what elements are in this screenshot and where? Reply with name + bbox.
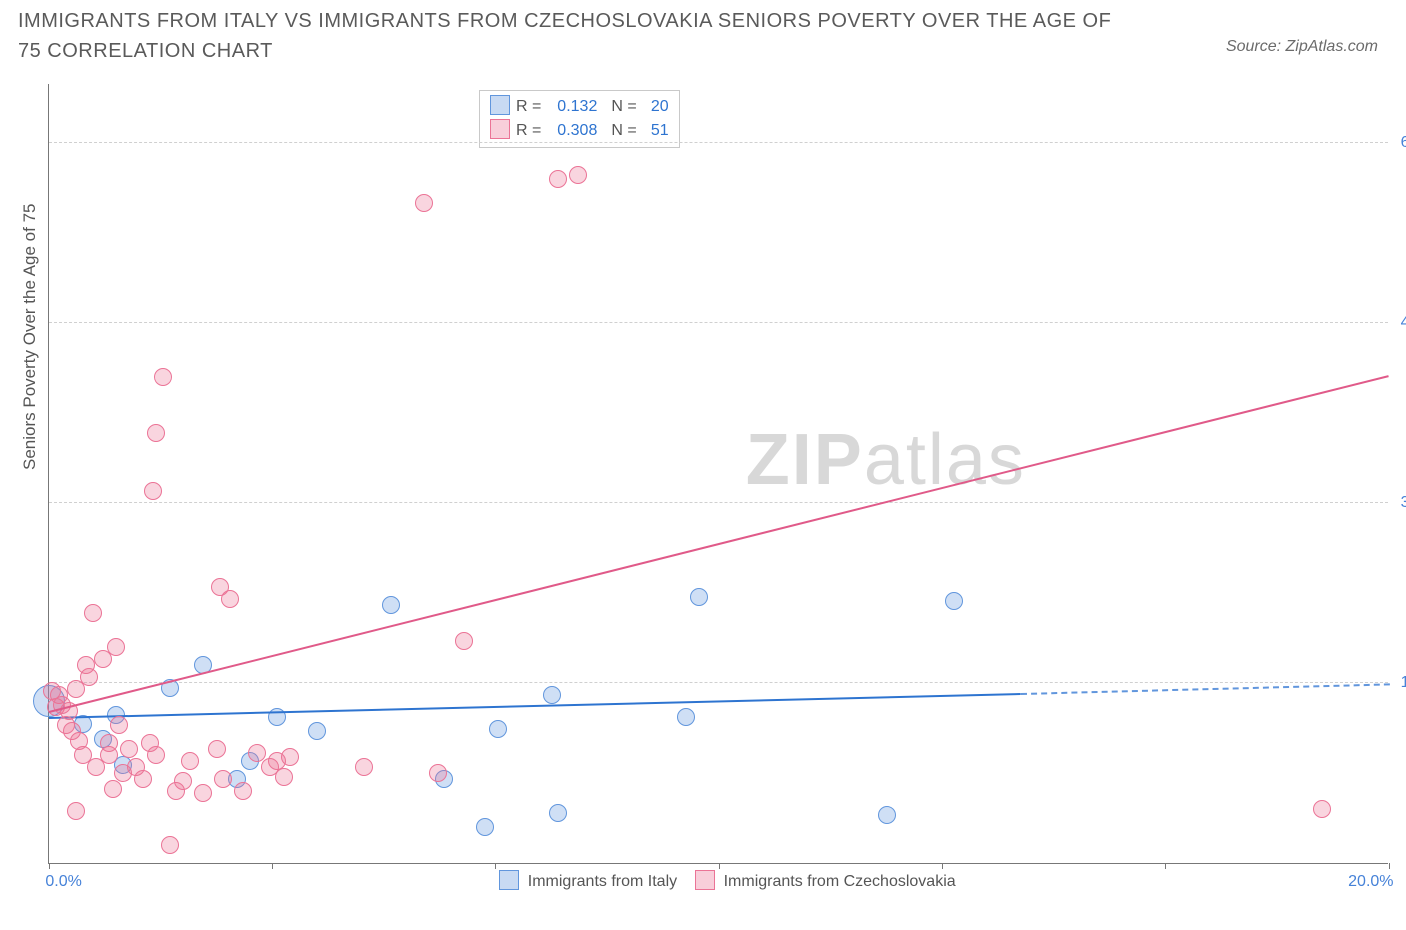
gridline bbox=[49, 682, 1388, 683]
y-tick-label: 45.0% bbox=[1396, 314, 1406, 332]
point-czech bbox=[415, 194, 433, 212]
plot-area: ZIPatlas R =0.132N =20R =0.308N =51 Immi… bbox=[48, 84, 1388, 864]
point-czech bbox=[84, 604, 102, 622]
x-tick bbox=[719, 863, 720, 869]
point-czech bbox=[110, 716, 128, 734]
point-czech bbox=[355, 758, 373, 776]
x-tick bbox=[1389, 863, 1390, 869]
point-italy bbox=[690, 588, 708, 606]
point-italy bbox=[945, 592, 963, 610]
y-tick-label: 15.0% bbox=[1396, 674, 1406, 692]
x-tick-label: 0.0% bbox=[45, 873, 81, 891]
gridline bbox=[49, 502, 1388, 503]
point-italy bbox=[382, 596, 400, 614]
trendline-czech bbox=[49, 375, 1389, 713]
point-czech bbox=[134, 770, 152, 788]
point-czech bbox=[194, 784, 212, 802]
point-czech bbox=[144, 482, 162, 500]
point-italy bbox=[543, 686, 561, 704]
x-tick bbox=[495, 863, 496, 869]
point-czech bbox=[1313, 800, 1331, 818]
x-tick bbox=[942, 863, 943, 869]
point-czech bbox=[569, 166, 587, 184]
trendline-italy bbox=[49, 693, 1021, 719]
point-czech bbox=[429, 764, 447, 782]
swatch-italy bbox=[499, 870, 519, 890]
source-label: Source: ZipAtlas.com bbox=[1226, 38, 1378, 56]
point-czech bbox=[80, 668, 98, 686]
gridline bbox=[49, 142, 1388, 143]
legend-series: Immigrants from Italy Immigrants from Cz… bbox=[49, 870, 1388, 891]
legend-stat-row: R =0.132 N = 20 bbox=[490, 95, 669, 119]
legend-series-label: Immigrants from Italy bbox=[523, 873, 677, 890]
point-czech bbox=[100, 746, 118, 764]
point-czech bbox=[248, 744, 266, 762]
legend-stat-row: R =0.308 N = 51 bbox=[490, 119, 669, 143]
point-italy bbox=[489, 720, 507, 738]
point-czech bbox=[67, 802, 85, 820]
y-axis-title: Seniors Poverty Over the Age of 75 bbox=[20, 204, 40, 470]
legend-series-label: Immigrants from Czechoslovakia bbox=[719, 873, 956, 890]
swatch-czech bbox=[695, 870, 715, 890]
swatch-italy bbox=[490, 95, 510, 115]
x-tick-label: 20.0% bbox=[1348, 873, 1393, 891]
legend-n-value: 51 bbox=[641, 119, 669, 143]
point-czech bbox=[147, 424, 165, 442]
point-czech bbox=[174, 772, 192, 790]
point-czech bbox=[275, 768, 293, 786]
point-czech bbox=[107, 638, 125, 656]
point-czech bbox=[161, 836, 179, 854]
chart-title: IMMIGRANTS FROM ITALY VS IMMIGRANTS FROM… bbox=[18, 6, 1118, 66]
point-italy bbox=[476, 818, 494, 836]
legend-r-value: 0.308 bbox=[545, 119, 597, 143]
point-czech bbox=[120, 740, 138, 758]
point-italy bbox=[549, 804, 567, 822]
point-czech bbox=[455, 632, 473, 650]
point-czech bbox=[234, 782, 252, 800]
point-czech bbox=[147, 746, 165, 764]
legend-n-label: N = bbox=[611, 98, 636, 115]
point-czech bbox=[214, 770, 232, 788]
y-tick-label: 60.0% bbox=[1396, 134, 1406, 152]
legend-r-label: R = bbox=[516, 98, 541, 115]
legend-n-value: 20 bbox=[641, 95, 669, 119]
x-tick bbox=[272, 863, 273, 869]
watermark: ZIPatlas bbox=[746, 419, 1026, 501]
watermark-prefix: ZIP bbox=[746, 420, 864, 500]
x-tick bbox=[1165, 863, 1166, 869]
legend-r-label: R = bbox=[516, 122, 541, 139]
point-italy bbox=[878, 806, 896, 824]
point-italy bbox=[677, 708, 695, 726]
swatch-czech bbox=[490, 119, 510, 139]
y-tick-label: 30.0% bbox=[1396, 494, 1406, 512]
point-czech bbox=[221, 590, 239, 608]
legend-correlation-box: R =0.132 N = 20 R =0.308 N = 51 bbox=[479, 90, 680, 148]
x-tick bbox=[49, 863, 50, 869]
trendline-italy-extrapolated bbox=[1020, 683, 1389, 695]
point-czech bbox=[281, 748, 299, 766]
point-czech bbox=[208, 740, 226, 758]
point-czech bbox=[104, 780, 122, 798]
point-czech bbox=[154, 368, 172, 386]
legend-r-value: 0.132 bbox=[545, 95, 597, 119]
point-czech bbox=[549, 170, 567, 188]
gridline bbox=[49, 322, 1388, 323]
point-czech bbox=[181, 752, 199, 770]
legend-n-label: N = bbox=[611, 122, 636, 139]
point-italy bbox=[308, 722, 326, 740]
